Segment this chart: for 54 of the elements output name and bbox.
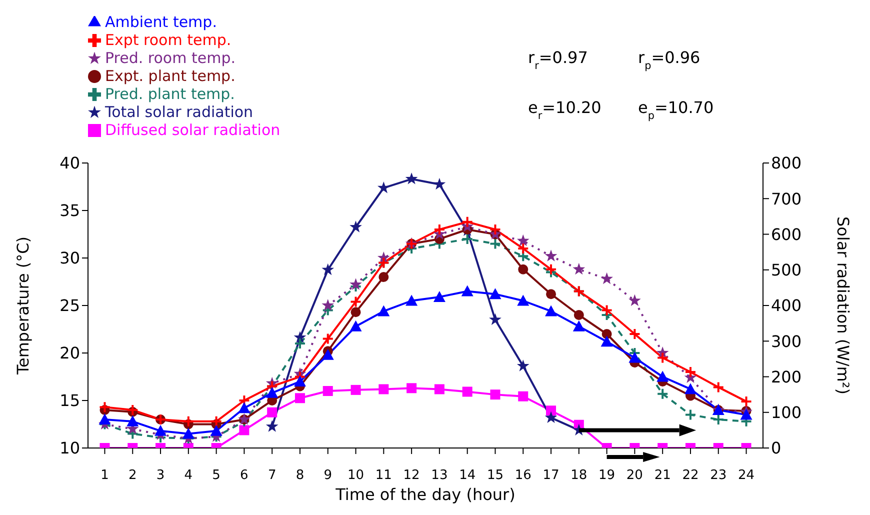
x-tick-label: 8 (296, 468, 304, 484)
legend-label: Expt room temp. (105, 31, 232, 49)
y-tick-label: 25 (60, 296, 80, 316)
x-tick-label: 24 (738, 468, 755, 484)
x-tick-label: 11 (375, 468, 392, 484)
text: r$_{r}$=0.97 (528, 48, 588, 72)
y2-tick-label: 400 (771, 296, 802, 316)
x-tick-label: 9 (324, 468, 332, 484)
x-tick-label: 17 (542, 468, 560, 484)
y-tick-label: 20 (60, 344, 80, 363)
x-tick-label: 23 (710, 468, 727, 484)
y-tick-label: 35 (60, 201, 80, 220)
y-tick-label: 10 (60, 438, 80, 458)
y-axis-title: Temperature (°C) (14, 236, 33, 376)
legend-label: Pred. room temp. (105, 49, 236, 67)
y2-tick-label: 600 (771, 224, 802, 244)
legend-label: Total solar radiation (105, 103, 254, 121)
x-tick-label: 7 (268, 468, 276, 484)
y2-axis-title: Solar radiation (W/m²) (833, 216, 852, 395)
legend-label: Pred. plant temp. (105, 85, 235, 103)
x-tick-label: 3 (156, 468, 165, 484)
x-tick-label: 13 (431, 468, 448, 484)
x-tick-label: 1 (100, 468, 109, 484)
x-axis-title: Time of the day (hour) (334, 485, 516, 504)
y2-tick-label: 800 (771, 154, 802, 173)
x-tick-label: 2 (128, 468, 137, 484)
legend-label: Expt. plant temp. (105, 67, 236, 85)
y2-tick-label: 700 (771, 189, 802, 208)
legend-label: Diffused solar radiation (105, 121, 280, 139)
text: r$_{p}$=0.96 (638, 48, 700, 72)
x-tick-label: 14 (459, 468, 476, 484)
x-tick-label: 10 (347, 468, 364, 484)
x-tick-label: 4 (184, 468, 193, 484)
x-tick-label: 19 (598, 468, 616, 484)
y2-tick-label: 200 (771, 367, 802, 386)
y2-tick-label: 500 (771, 260, 802, 280)
x-tick-label: 12 (403, 468, 420, 484)
x-tick-label: 6 (240, 468, 248, 484)
y2-tick-label: 0 (771, 438, 782, 458)
x-tick-label: 18 (570, 468, 588, 484)
text: e$_{p}$=10.70 (638, 98, 714, 122)
x-tick-label: 5 (212, 468, 220, 484)
y-tick-label: 15 (60, 391, 80, 410)
x-tick-label: 16 (514, 468, 532, 484)
x-tick-label: 15 (486, 468, 504, 484)
x-tick-label: 22 (682, 468, 699, 484)
x-tick-label: 21 (654, 468, 671, 484)
x-tick-label: 20 (626, 468, 643, 484)
y2-tick-label: 300 (771, 332, 802, 351)
text: e$_{r}$=10.20 (528, 98, 602, 122)
y-tick-label: 40 (60, 154, 80, 173)
y-tick-label: 30 (60, 248, 80, 268)
legend-label: Ambient temp. (105, 13, 217, 31)
y2-tick-label: 100 (771, 403, 802, 422)
